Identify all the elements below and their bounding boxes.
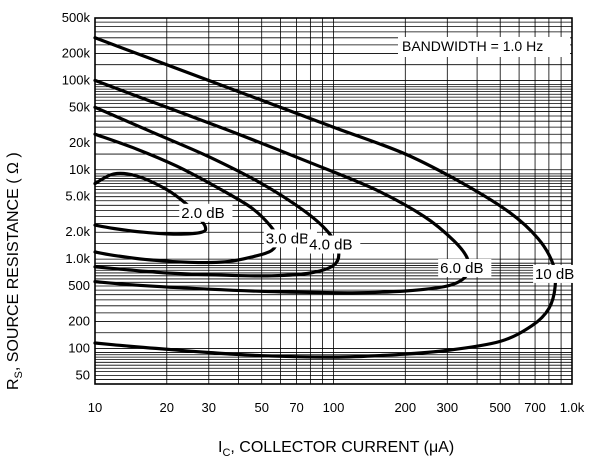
x-axis-label: IC, COLLECTOR CURRENT (μA) bbox=[218, 439, 454, 459]
x-tick-label: 10 bbox=[88, 400, 102, 415]
x-label-main: I bbox=[218, 439, 222, 456]
curve-label: 3.0 dB bbox=[266, 230, 309, 247]
x-tick-label: 30 bbox=[202, 400, 216, 415]
y-label-main: R bbox=[5, 378, 22, 390]
curve-label: 6.0 dB bbox=[440, 260, 483, 277]
y-tick-label: 10k bbox=[69, 162, 90, 177]
curve-label-background bbox=[438, 258, 492, 277]
contour-4-0-dbline bbox=[93, 105, 341, 278]
y-axis-label: RS, SOURCE RESISTANCE ( Ω ) bbox=[5, 152, 25, 390]
y-tick-label: 200k bbox=[62, 46, 91, 61]
curve-label-background bbox=[307, 235, 361, 254]
bandwidth-annotation: BANDWIDTH = 1.0 Hz bbox=[402, 38, 543, 54]
curve-label: 4.0 dB bbox=[309, 237, 352, 254]
contour-10-dbline bbox=[93, 36, 558, 359]
x-tick-label: 100 bbox=[323, 400, 345, 415]
x-label-sub: C bbox=[222, 447, 230, 459]
curve-labels: 2.0 dB 3.0 dB 4.0 dB 6.0 dB 10 dB bbox=[179, 203, 579, 283]
x-tick-label: 500 bbox=[489, 400, 511, 415]
x-tick-label: 70 bbox=[289, 400, 303, 415]
tick-labels: 10 20 30 50 70 100 200 300 500 700 1.0k 50 100 200 500… bbox=[62, 10, 585, 415]
curve-label: 2.0 dB bbox=[181, 205, 224, 222]
y-tick-label: 5.0k bbox=[65, 189, 90, 204]
y-tick-label: 1.0k bbox=[65, 251, 90, 266]
y-tick-label: 20k bbox=[69, 135, 90, 150]
curve-label-background bbox=[179, 203, 233, 222]
x-tick-label: 20 bbox=[160, 400, 174, 415]
y-tick-label: 50k bbox=[69, 99, 90, 114]
x-tick-label: 200 bbox=[394, 400, 416, 415]
y-tick-label: 100k bbox=[62, 72, 91, 87]
y-tick-label: 500k bbox=[62, 10, 91, 25]
y-tick-label: 500 bbox=[68, 278, 90, 293]
y-label-sub: S bbox=[13, 371, 25, 378]
x-label-rest: , COLLECTOR CURRENT (μA) bbox=[230, 439, 454, 456]
x-tick-label: 50 bbox=[254, 400, 268, 415]
y-tick-label: 50 bbox=[76, 367, 90, 382]
x-tick-label: 700 bbox=[524, 400, 546, 415]
curve-label-background bbox=[263, 229, 317, 248]
y-label-rest: , SOURCE RESISTANCE ( Ω ) bbox=[5, 152, 22, 371]
y-tick-label: 100 bbox=[68, 340, 90, 355]
grid bbox=[94, 17, 573, 385]
y-tick-label: 2.0k bbox=[65, 224, 90, 239]
annotation-background bbox=[398, 37, 570, 57]
curve-label-background bbox=[533, 264, 579, 283]
x-tick-label: 300 bbox=[436, 400, 458, 415]
contour-2-0-dbline bbox=[93, 171, 208, 236]
y-tick-label: 200 bbox=[68, 314, 90, 329]
noise-contours bbox=[93, 36, 558, 359]
x-tick-label: 1.0k bbox=[560, 400, 585, 415]
curve-label: 10 dB bbox=[535, 266, 574, 283]
